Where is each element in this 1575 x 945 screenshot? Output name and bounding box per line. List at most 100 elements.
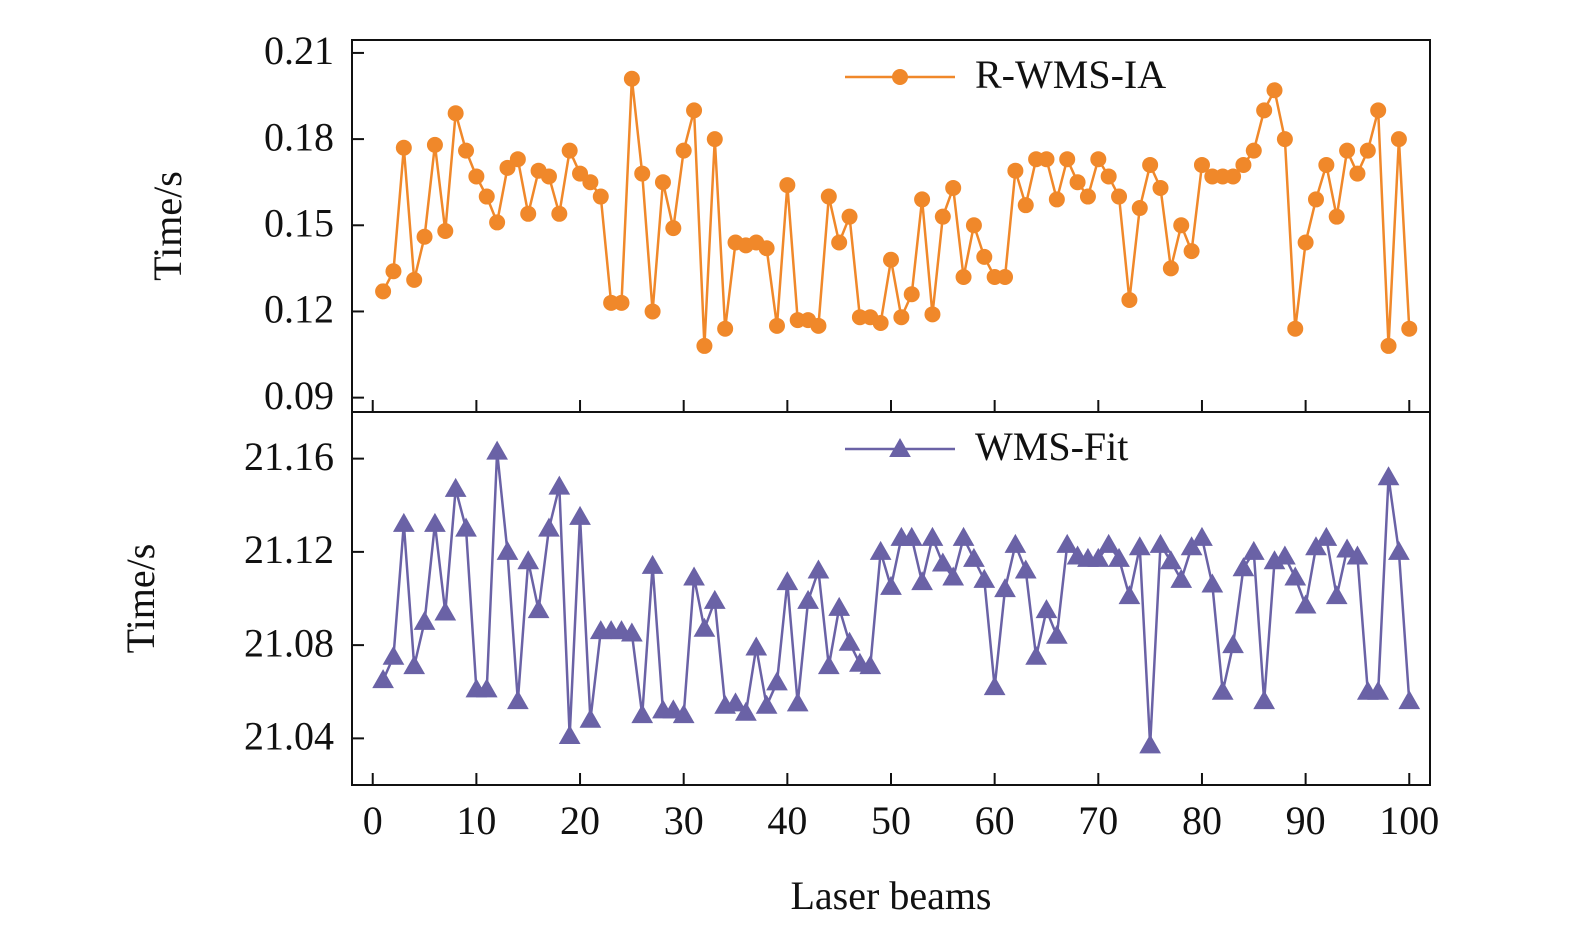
y-tick-label: 0.09 [264, 373, 334, 418]
marker [1193, 156, 1210, 173]
marker [1242, 540, 1265, 560]
marker [489, 214, 506, 231]
marker [1359, 142, 1376, 159]
marker [641, 554, 664, 574]
marker [672, 704, 695, 724]
marker [416, 228, 433, 245]
marker [1235, 156, 1252, 173]
marker [1401, 320, 1418, 337]
marker [486, 440, 508, 460]
marker [1336, 538, 1358, 558]
marker [1048, 191, 1065, 208]
marker [810, 317, 827, 334]
marker [1346, 545, 1369, 565]
marker [1339, 142, 1356, 159]
marker [613, 294, 630, 311]
marker [686, 102, 703, 119]
marker [963, 547, 985, 567]
marker [735, 701, 757, 721]
marker [458, 142, 475, 159]
marker [924, 306, 941, 323]
marker [551, 205, 568, 222]
y-tick-label: 0.15 [264, 200, 334, 245]
marker [683, 566, 705, 586]
marker [838, 631, 861, 651]
marker [478, 188, 495, 205]
marker [1007, 162, 1024, 179]
marker [973, 568, 996, 588]
marker [424, 512, 446, 532]
marker [675, 142, 692, 159]
marker [623, 70, 640, 87]
marker [952, 526, 975, 546]
marker [375, 283, 392, 300]
marker [1014, 559, 1037, 579]
marker [455, 517, 477, 537]
marker [1128, 536, 1151, 556]
marker [1069, 174, 1086, 191]
x-tick-label: 80 [1182, 798, 1222, 843]
y-axis-label: Time/s [118, 544, 163, 654]
x-tick-label: 70 [1078, 798, 1118, 843]
marker [900, 526, 923, 546]
marker [1256, 102, 1273, 119]
marker [859, 655, 882, 675]
marker [1170, 568, 1193, 588]
marker [569, 505, 591, 525]
marker [1162, 260, 1179, 277]
marker [382, 645, 405, 665]
y-axis-label: Time/s [145, 171, 190, 281]
marker [1087, 547, 1110, 567]
x-tick-label: 0 [363, 798, 383, 843]
marker [665, 220, 682, 237]
marker [869, 540, 892, 560]
marker [797, 589, 819, 609]
marker [1325, 585, 1348, 605]
marker [1328, 208, 1345, 225]
marker [1380, 337, 1397, 354]
x-tick-label: 40 [767, 798, 807, 843]
marker [872, 314, 889, 331]
marker [1142, 156, 1159, 173]
marker [934, 208, 951, 225]
marker [983, 676, 1006, 696]
marker [820, 188, 837, 205]
marker [437, 223, 454, 240]
marker [1245, 142, 1262, 159]
marker [1160, 550, 1182, 570]
marker [1180, 536, 1203, 556]
marker [654, 174, 671, 191]
marker [831, 234, 848, 251]
marker [997, 268, 1014, 285]
marker [1056, 533, 1079, 553]
plot-frame [351, 411, 1431, 786]
marker [1377, 466, 1400, 486]
marker [1232, 557, 1255, 577]
marker [1370, 102, 1387, 119]
marker [1173, 217, 1190, 234]
marker [696, 337, 713, 354]
marker [768, 317, 785, 334]
marker [1307, 191, 1324, 208]
marker [841, 208, 858, 225]
marker [942, 566, 965, 586]
marker [1045, 624, 1068, 644]
x-tick-label: 90 [1286, 798, 1326, 843]
marker [538, 517, 560, 537]
marker [1225, 168, 1242, 185]
marker [631, 704, 654, 724]
marker [406, 271, 423, 288]
y-tick-label: 21.16 [244, 434, 334, 479]
y-tick-label: 0.21 [264, 28, 334, 73]
marker [965, 217, 982, 234]
marker [766, 671, 788, 691]
marker [403, 655, 426, 675]
marker [817, 655, 840, 675]
y-tick-label: 0.12 [264, 287, 334, 332]
marker [1349, 165, 1366, 182]
marker [1149, 533, 1172, 553]
y-tick-label: 21.04 [244, 714, 334, 759]
marker [931, 552, 954, 572]
marker [447, 105, 464, 122]
marker [1201, 573, 1224, 593]
